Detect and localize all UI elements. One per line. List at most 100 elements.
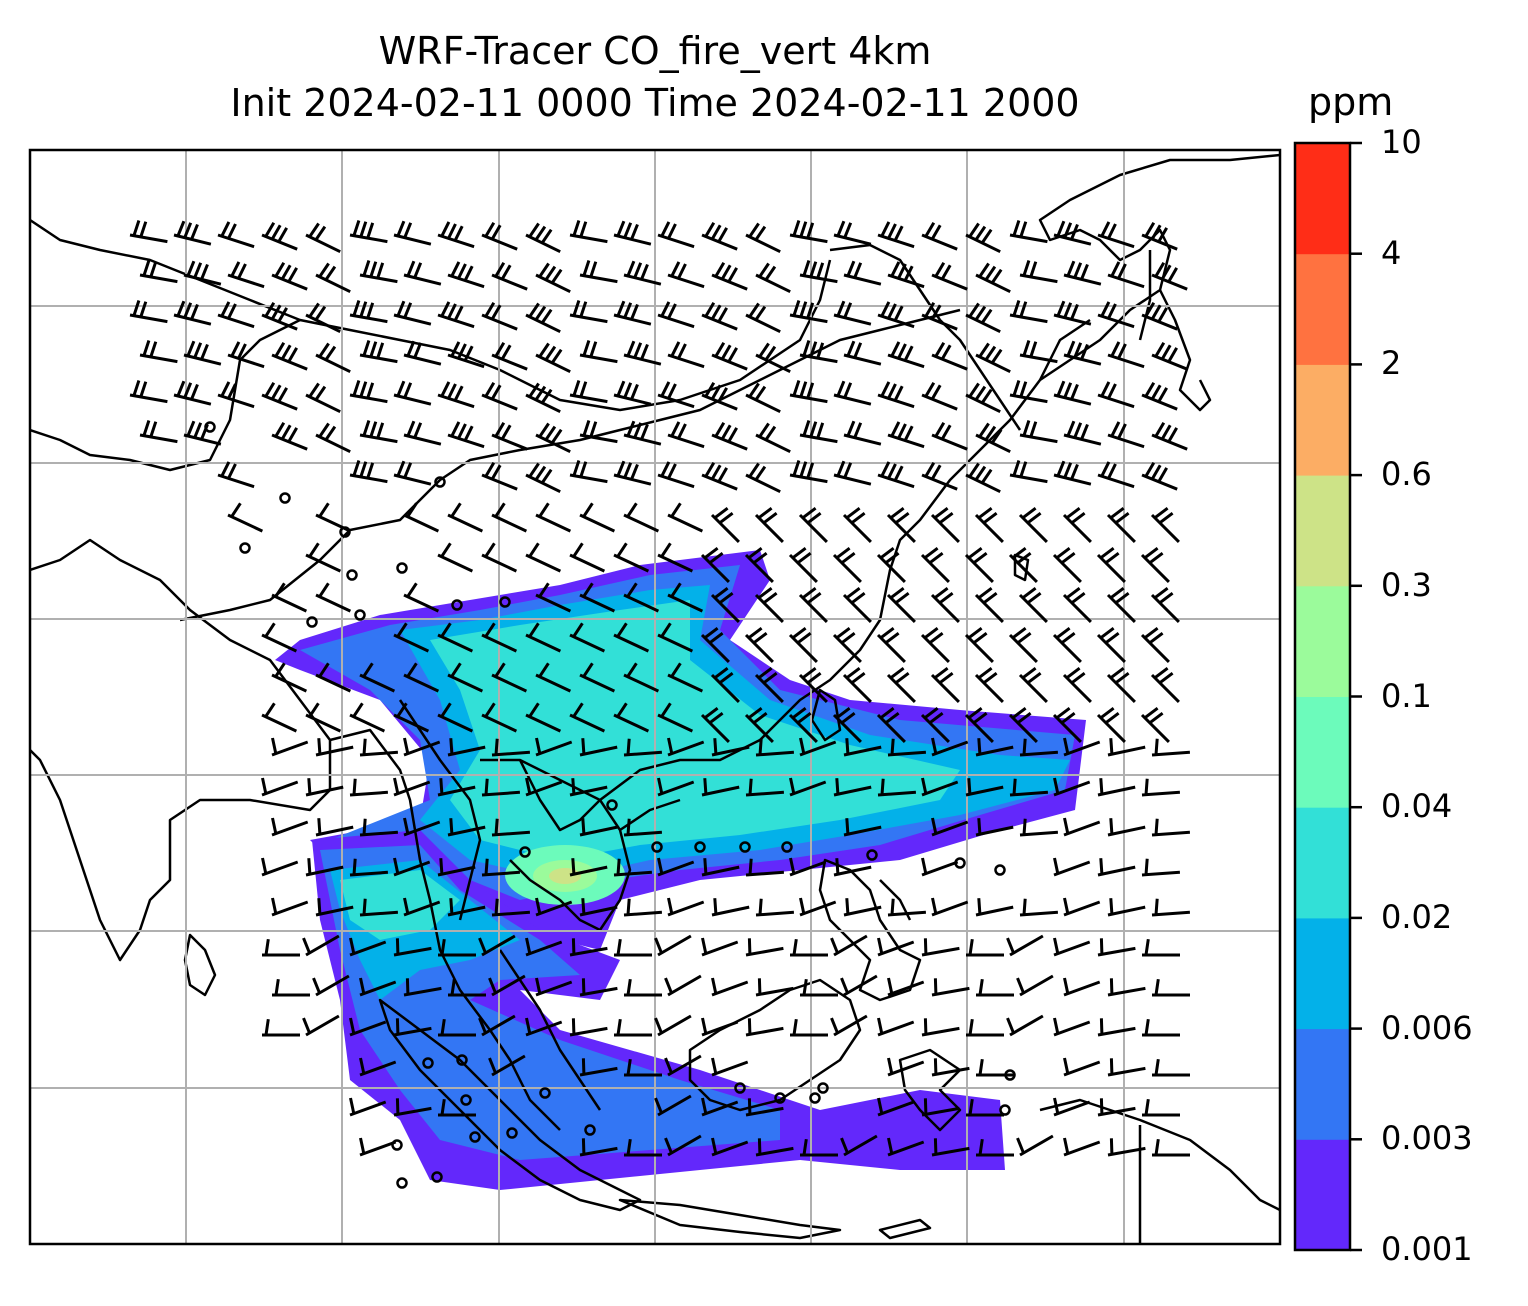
wind-barb — [921, 777, 959, 797]
wind-barb — [349, 937, 387, 957]
wind-barb — [359, 1137, 397, 1157]
wind-barb — [1009, 220, 1048, 244]
wind-barb — [315, 262, 351, 294]
wind-barb — [921, 301, 958, 331]
calm-wind-marker — [999, 1104, 1011, 1116]
wind-barb — [1097, 1018, 1136, 1037]
wind-barb — [315, 582, 352, 613]
wind-barb — [833, 460, 872, 486]
wind-barb — [754, 667, 784, 703]
wind-barb — [569, 300, 608, 324]
wind-barb — [312, 974, 350, 997]
wind-barb — [359, 898, 399, 917]
wind-barb — [624, 1138, 662, 1157]
wind-barb — [569, 938, 608, 957]
wind-barb — [1063, 420, 1102, 446]
wind-barb — [965, 778, 1004, 797]
colorbar-tick-label: 0.003 — [1381, 1119, 1473, 1158]
wind-barb — [711, 1137, 749, 1157]
wind-barb — [1150, 587, 1180, 623]
wind-barb — [701, 1017, 739, 1037]
wind-barb — [525, 462, 561, 494]
wind-barb — [710, 587, 740, 623]
wind-barb — [1063, 1137, 1101, 1157]
wind-barb — [886, 587, 916, 623]
wind-barb — [974, 507, 1004, 543]
wind-barb — [525, 622, 562, 653]
wind-barb — [843, 260, 882, 286]
wind-barb — [1009, 460, 1048, 484]
wind-barb — [1151, 421, 1188, 451]
wind-barb — [877, 221, 915, 249]
wind-barb — [667, 737, 705, 757]
wind-barb — [1140, 707, 1170, 743]
wind-barb — [305, 222, 341, 254]
wind-barb — [745, 302, 781, 334]
colorbar-segment — [1295, 807, 1350, 919]
wind-barb — [478, 1014, 516, 1037]
wind-barb — [624, 1058, 662, 1077]
wind-barb — [261, 702, 298, 733]
wind-barb — [491, 502, 528, 533]
wind-barb — [711, 1057, 749, 1077]
wind-barb — [1052, 547, 1082, 583]
wind-barb — [613, 702, 650, 733]
wind-barb — [1097, 301, 1135, 329]
colorbar-segment — [1295, 475, 1350, 587]
wind-barb — [393, 220, 432, 246]
calm-wind-marker — [651, 841, 663, 853]
wind-barb — [525, 937, 563, 957]
wind-barb — [921, 938, 960, 957]
wind-barb — [1141, 381, 1178, 411]
wind-barb — [965, 382, 1001, 414]
calm-wind-marker — [584, 1124, 596, 1136]
wind-barb — [1063, 817, 1101, 837]
wind-barb — [840, 974, 878, 997]
wind-barb — [1151, 341, 1188, 371]
wind-barb — [183, 340, 222, 366]
wind-barb — [1053, 220, 1092, 246]
wind-barb — [931, 421, 968, 451]
wind-barb — [974, 667, 1004, 703]
wind-barb — [569, 1018, 608, 1037]
colorbar-tick-label: 0.6 — [1381, 455, 1432, 494]
wind-barb — [437, 221, 475, 249]
wind-barb — [964, 547, 994, 583]
colorbar-segment — [1295, 917, 1350, 1030]
wind-barb — [129, 220, 168, 244]
wind-barb — [579, 1058, 618, 1077]
wind-barb — [1062, 667, 1092, 703]
wind-barb — [403, 340, 442, 366]
wind-barb — [1063, 897, 1101, 917]
colorbar — [1295, 141, 1362, 1252]
wind-barb — [800, 1138, 838, 1157]
wind-barb — [614, 1018, 652, 1037]
wind-barb — [964, 627, 994, 663]
wind-barb — [579, 1138, 618, 1157]
wind-barb — [305, 382, 341, 414]
calm-wind-marker — [434, 476, 446, 488]
wind-barb — [1053, 460, 1092, 486]
wind-barb — [744, 707, 774, 743]
coastline-sulawesi — [898, 1048, 962, 1132]
wind-barb — [1063, 340, 1102, 366]
wind-barb — [887, 261, 925, 289]
wind-barb — [1106, 667, 1136, 703]
wind-barbs — [129, 220, 1191, 1189]
coastline-srilanka — [183, 933, 217, 997]
wind-barb — [1062, 587, 1092, 623]
wind-barb — [488, 1054, 526, 1077]
wind-barb — [535, 662, 572, 693]
wind-barb — [711, 261, 748, 291]
wind-barb — [139, 260, 178, 284]
wind-barb — [525, 222, 561, 254]
wind-barb — [437, 702, 474, 733]
wind-barb — [579, 260, 618, 284]
wind-barb — [799, 340, 838, 364]
wind-barb — [965, 222, 1001, 254]
colorbar-tick-label: 0.3 — [1381, 565, 1432, 604]
plume-south-4 — [340, 870, 460, 940]
wind-barb — [1008, 707, 1038, 743]
wind-barb — [271, 662, 308, 693]
wind-barb — [1053, 380, 1092, 406]
